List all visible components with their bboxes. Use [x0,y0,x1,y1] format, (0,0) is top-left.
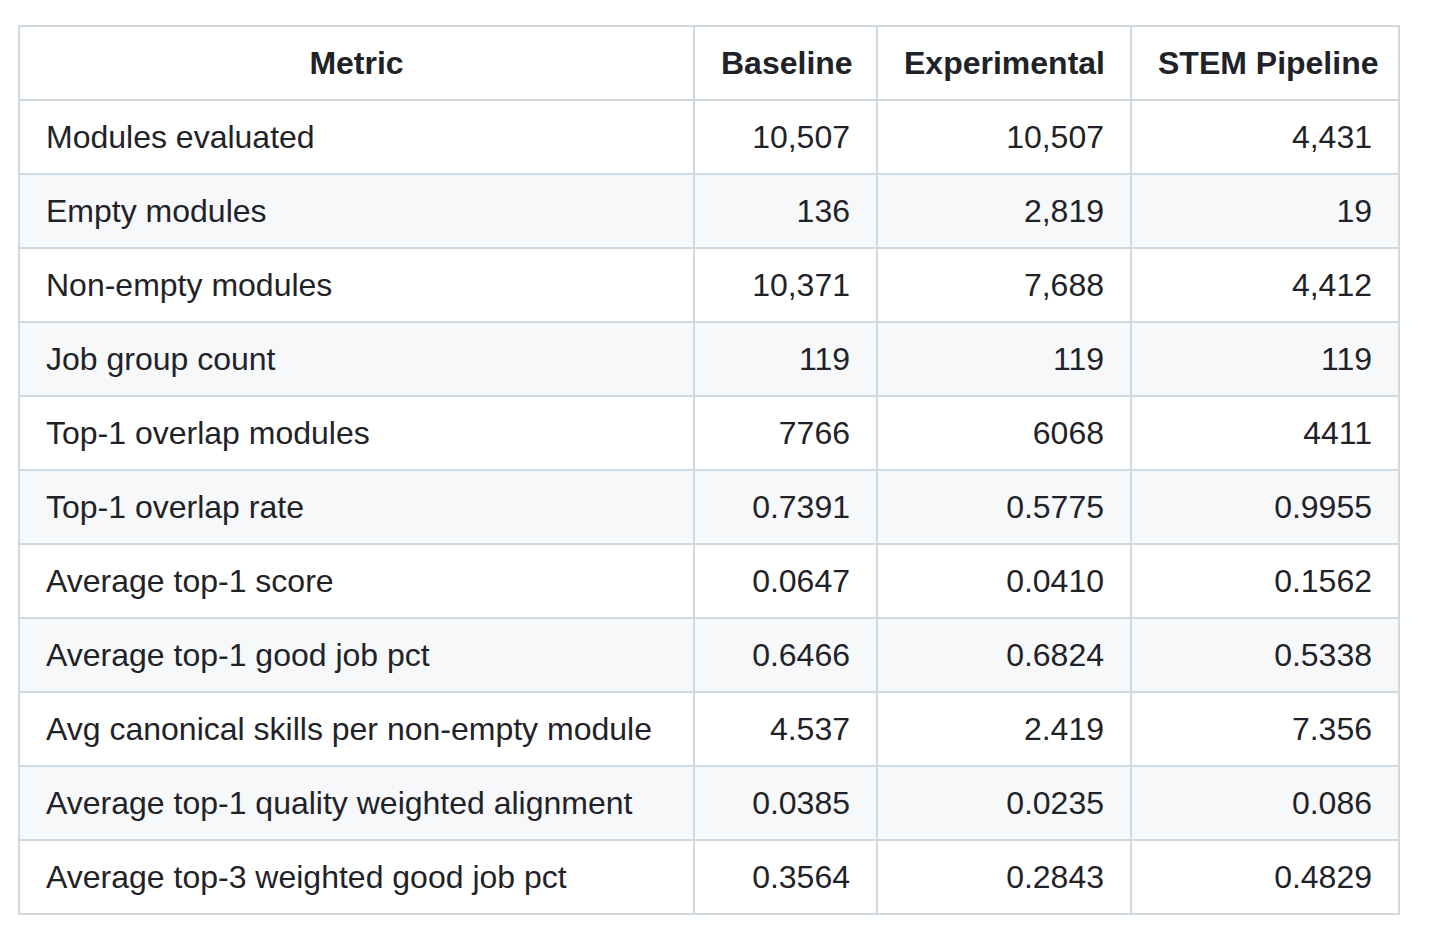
table-row: Average top-1 quality weighted alignment… [19,766,1399,840]
baseline-value: 0.6466 [694,618,877,692]
experimental-value: 0.0235 [877,766,1131,840]
experimental-value: 0.2843 [877,840,1131,914]
baseline-value: 119 [694,322,877,396]
metrics-table-container: Metric Baseline Experimental STEM Pipeli… [18,25,1400,915]
baseline-value: 7766 [694,396,877,470]
table-row: Average top-3 weighted good job pct 0.35… [19,840,1399,914]
column-header-stem-pipeline: STEM Pipeline [1131,26,1399,100]
experimental-value: 10,507 [877,100,1131,174]
table-row: Avg canonical skills per non-empty modul… [19,692,1399,766]
metrics-table: Metric Baseline Experimental STEM Pipeli… [18,25,1400,915]
metric-label: Average top-1 quality weighted alignment [19,766,694,840]
experimental-value: 0.6824 [877,618,1131,692]
experimental-value: 0.0410 [877,544,1131,618]
stem-pipeline-value: 4,431 [1131,100,1399,174]
table-row: Average top-1 score 0.0647 0.0410 0.1562 [19,544,1399,618]
column-header-experimental: Experimental [877,26,1131,100]
baseline-value: 0.7391 [694,470,877,544]
column-header-metric: Metric [19,26,694,100]
metric-label: Top-1 overlap rate [19,470,694,544]
header-row: Metric Baseline Experimental STEM Pipeli… [19,26,1399,100]
experimental-value: 2.419 [877,692,1131,766]
stem-pipeline-value: 0.4829 [1131,840,1399,914]
stem-pipeline-value: 4,412 [1131,248,1399,322]
metric-label: Top-1 overlap modules [19,396,694,470]
stem-pipeline-value: 0.1562 [1131,544,1399,618]
experimental-value: 119 [877,322,1131,396]
baseline-value: 136 [694,174,877,248]
metric-label: Avg canonical skills per non-empty modul… [19,692,694,766]
experimental-value: 0.5775 [877,470,1131,544]
metric-label: Job group count [19,322,694,396]
table-row: Top-1 overlap modules 7766 6068 4411 [19,396,1399,470]
stem-pipeline-value: 7.356 [1131,692,1399,766]
baseline-value: 10,371 [694,248,877,322]
experimental-value: 2,819 [877,174,1131,248]
baseline-value: 10,507 [694,100,877,174]
table-row: Average top-1 good job pct 0.6466 0.6824… [19,618,1399,692]
stem-pipeline-value: 0.9955 [1131,470,1399,544]
metric-label: Modules evaluated [19,100,694,174]
column-header-baseline: Baseline [694,26,877,100]
table-row: Modules evaluated 10,507 10,507 4,431 [19,100,1399,174]
stem-pipeline-value: 19 [1131,174,1399,248]
baseline-value: 0.3564 [694,840,877,914]
table-row: Job group count 119 119 119 [19,322,1399,396]
stem-pipeline-value: 4411 [1131,396,1399,470]
stem-pipeline-value: 0.5338 [1131,618,1399,692]
stem-pipeline-value: 0.086 [1131,766,1399,840]
table-row: Empty modules 136 2,819 19 [19,174,1399,248]
metric-label: Average top-3 weighted good job pct [19,840,694,914]
metric-label: Empty modules [19,174,694,248]
metric-label: Non-empty modules [19,248,694,322]
metric-label: Average top-1 score [19,544,694,618]
metric-label: Average top-1 good job pct [19,618,694,692]
baseline-value: 0.0385 [694,766,877,840]
baseline-value: 4.537 [694,692,877,766]
table-row: Non-empty modules 10,371 7,688 4,412 [19,248,1399,322]
stem-pipeline-value: 119 [1131,322,1399,396]
experimental-value: 6068 [877,396,1131,470]
table-row: Top-1 overlap rate 0.7391 0.5775 0.9955 [19,470,1399,544]
baseline-value: 0.0647 [694,544,877,618]
experimental-value: 7,688 [877,248,1131,322]
